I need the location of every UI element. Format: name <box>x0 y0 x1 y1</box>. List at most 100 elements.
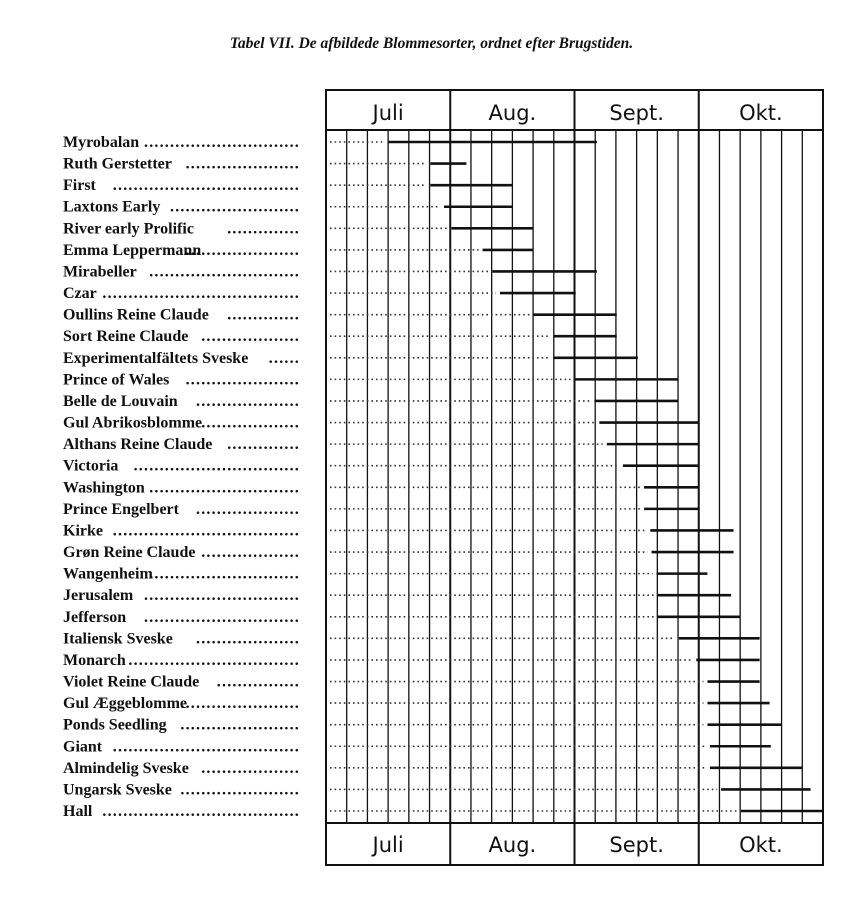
leader-dots: ...................................... <box>102 285 300 302</box>
variety-row: Almindelig Sveske................... <box>63 760 802 777</box>
variety-row: Ungarsk Sveske....................... <box>63 781 811 798</box>
variety-label: Gul Abrikosblomme <box>63 415 202 432</box>
month-label-top: Okt. <box>739 101 783 125</box>
month-label-bottom: Aug. <box>489 833 537 857</box>
variety-row: Italiensk Sveske.................... <box>63 630 760 647</box>
leader-dots: ................... <box>201 760 300 777</box>
month-label-top: Juli <box>371 101 404 125</box>
table-title: Tabel VII. De afbildede Blommesorter, or… <box>229 35 634 52</box>
leader-dots: .............. <box>227 436 300 453</box>
variety-row: Belle de Louvain.................... <box>63 393 678 410</box>
variety-row: Violet Reine Claude................ <box>63 674 760 691</box>
variety-label: Jefferson <box>63 609 126 626</box>
leader-dots: ....................... <box>180 695 300 712</box>
variety-label: Laxtons Early <box>63 199 160 216</box>
leader-dots: ............................. <box>149 566 300 583</box>
variety-label: Wangenheim <box>63 566 153 583</box>
variety-label: Mirabeller <box>63 263 137 280</box>
variety-label: Victoria <box>63 458 118 475</box>
variety-label: Italiensk Sveske <box>63 630 173 647</box>
variety-label: Myrobalan <box>63 134 139 151</box>
leader-dots: ................................. <box>128 652 300 669</box>
variety-row: Grøn Reine Claude................... <box>63 544 734 561</box>
leader-dots: .............................. <box>144 134 300 151</box>
leader-dots: .................................... <box>113 522 300 539</box>
variety-row: Myrobalan.............................. <box>63 134 597 151</box>
variety-label: Sort Reine Claude <box>63 328 188 345</box>
variety-label: Jerusalem <box>63 587 134 604</box>
leader-dots: ....................... <box>180 781 300 798</box>
variety-row: Czar....................................… <box>63 285 576 302</box>
month-label-top: Aug. <box>489 101 537 125</box>
variety-label: Hall <box>63 803 93 820</box>
variety-label: River early Prolific <box>63 220 194 237</box>
variety-label: Giant <box>63 738 103 755</box>
variety-row: Giant...................................… <box>63 738 771 755</box>
variety-label: Gul Æggeblomme <box>63 695 187 712</box>
variety-row: Sort Reine Claude................... <box>63 328 617 345</box>
leader-dots: .................................... <box>113 738 300 755</box>
leader-dots: .............................. <box>144 587 300 604</box>
leader-dots: ............................. <box>149 263 300 280</box>
variety-row: Jefferson.............................. <box>63 609 740 626</box>
variety-row: First...................................… <box>63 177 513 194</box>
variety-row: Mirabeller............................. <box>63 263 597 280</box>
leader-dots: ................... <box>201 544 300 561</box>
month-label-bottom: Sept. <box>609 833 664 857</box>
leader-dots: ...................... <box>186 156 300 173</box>
month-label-bottom: Okt. <box>739 833 783 857</box>
variety-label: Belle de Louvain <box>63 393 178 410</box>
variety-label: Ungarsk Sveske <box>63 781 172 798</box>
leader-dots: .............. <box>227 307 300 324</box>
leader-dots: ................... <box>201 415 300 432</box>
variety-row: Gul Abrikosblomme................... <box>63 415 699 432</box>
variety-row: Kirke...................................… <box>63 522 734 539</box>
variety-label: Prince Engelbert <box>63 501 180 518</box>
variety-label: Experimentalfältets Sveske <box>63 350 248 367</box>
variety-row: Monarch................................. <box>63 652 760 669</box>
variety-label: Ponds Seedling <box>63 717 167 734</box>
variety-row: Emma Leppermann...................... <box>63 242 534 259</box>
variety-row: Washington............................. <box>63 479 699 496</box>
variety-label: Oullins Reine Claude <box>63 307 209 324</box>
leader-dots: ...................................... <box>102 803 300 820</box>
leader-dots: .................... <box>196 630 300 647</box>
variety-label: Almindelig Sveske <box>63 760 189 777</box>
variety-label: First <box>63 177 97 194</box>
variety-row: Victoria................................ <box>63 458 699 475</box>
variety-row: Hall....................................… <box>63 803 823 820</box>
variety-label: Washington <box>63 479 145 496</box>
leader-dots: ...... <box>269 350 300 367</box>
month-label-top: Sept. <box>609 101 664 125</box>
variety-label: Monarch <box>63 652 126 669</box>
month-label-bottom: Juli <box>371 833 404 857</box>
leader-dots: ................ <box>217 674 300 691</box>
leader-dots: .................................... <box>113 177 300 194</box>
variety-row: Ruth Gerstetter...................... <box>63 156 467 173</box>
variety-row: Oullins Reine Claude.............. <box>63 307 617 324</box>
leader-dots: ...................... <box>186 242 300 259</box>
variety-label: Kirke <box>63 522 103 539</box>
variety-row: Gul Æggeblomme....................... <box>63 695 770 712</box>
variety-label: Prince of Wales <box>63 371 169 388</box>
leader-dots: .............................. <box>144 609 300 626</box>
leader-dots: ....................... <box>180 717 300 734</box>
leader-dots: .................... <box>196 501 300 518</box>
variety-row: Wangenheim............................. <box>63 566 708 583</box>
variety-row: Prince Engelbert.................... <box>63 501 699 518</box>
variety-label: Violet Reine Claude <box>63 674 199 691</box>
variety-row: Ponds Seedling....................... <box>63 717 782 734</box>
variety-row: River early Prolific.............. <box>63 220 534 237</box>
variety-row: Laxtons Early......................... <box>63 199 513 216</box>
variety-row: Prince of Wales...................... <box>63 371 678 388</box>
leader-dots: .................... <box>196 393 300 410</box>
leader-dots: ......................... <box>170 199 300 216</box>
leader-dots: ................................ <box>134 458 300 475</box>
variety-label: Ruth Gerstetter <box>63 156 172 173</box>
variety-label: Grøn Reine Claude <box>63 544 195 561</box>
leader-dots: ............................. <box>149 479 300 496</box>
variety-row: Experimentalfältets Sveske...... <box>63 350 638 367</box>
variety-row: Jerusalem.............................. <box>63 587 732 604</box>
leader-dots: ................... <box>201 328 300 345</box>
